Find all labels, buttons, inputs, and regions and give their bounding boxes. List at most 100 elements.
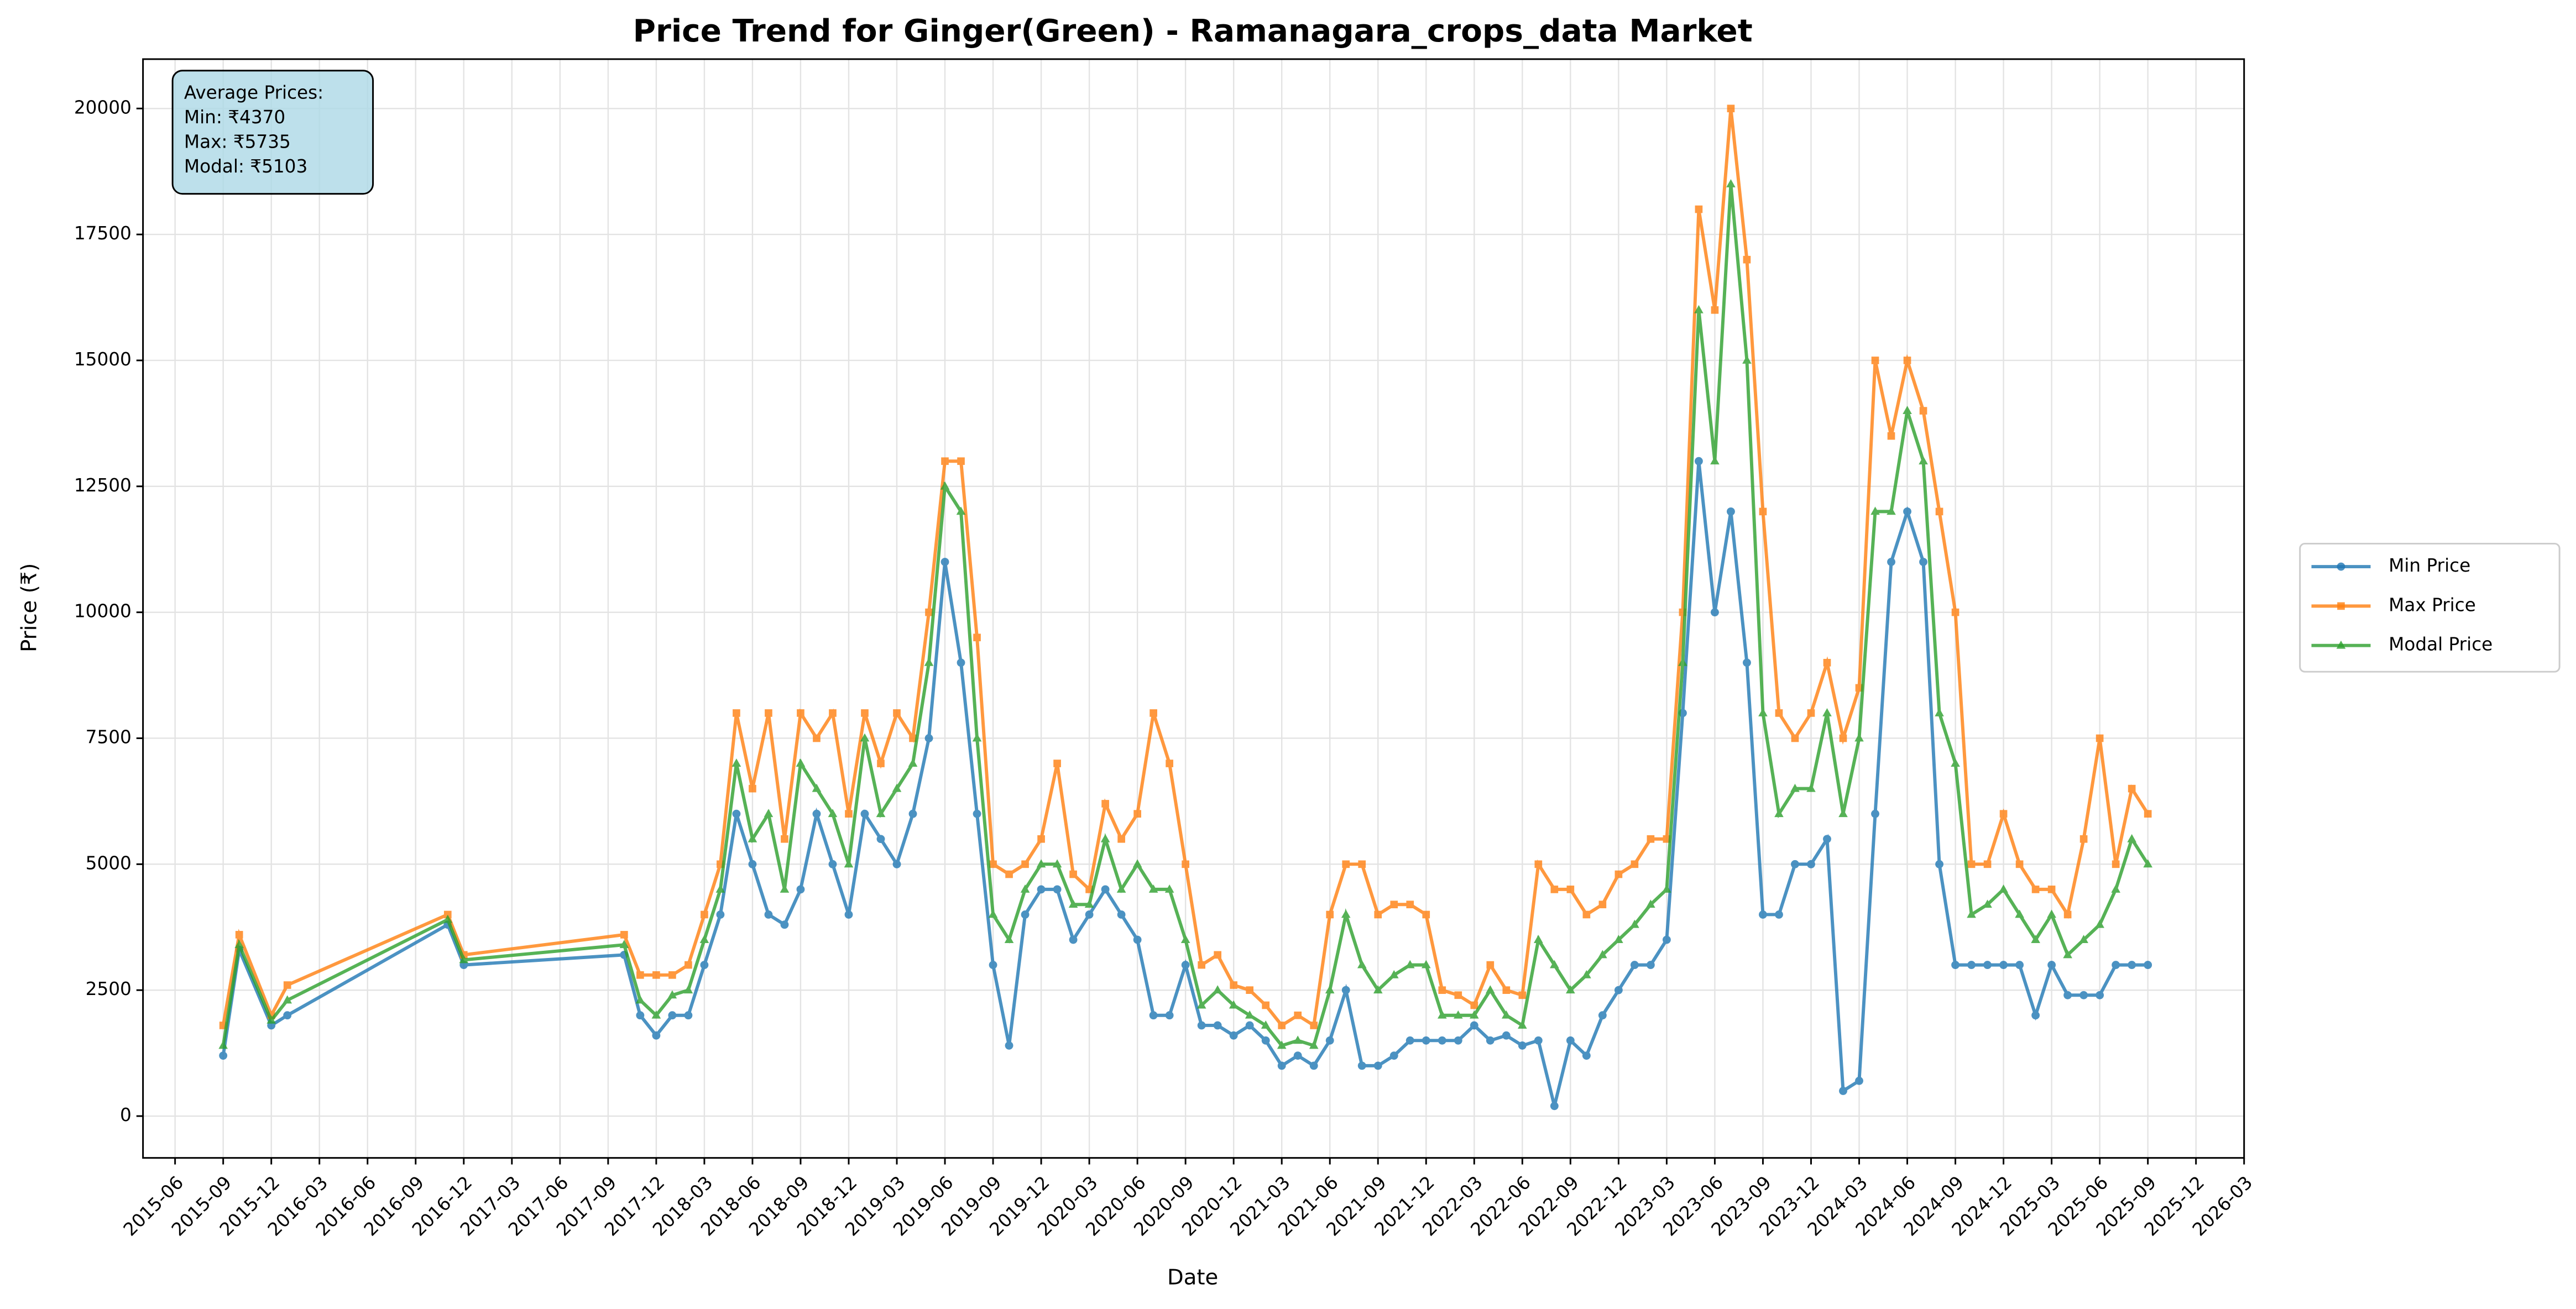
marker — [685, 961, 692, 969]
series — [218, 179, 2152, 1049]
marker — [731, 758, 741, 767]
marker — [1935, 708, 1944, 716]
marker — [1325, 985, 1335, 994]
marker — [1357, 1061, 1366, 1070]
marker — [1631, 860, 1639, 868]
marker — [940, 558, 949, 566]
marker — [973, 633, 981, 642]
marker — [683, 985, 693, 994]
marker — [1053, 885, 1062, 894]
marker — [1726, 179, 1736, 187]
marker — [1839, 1087, 1847, 1095]
marker — [1534, 935, 1543, 943]
y-tick-label: 15000 — [74, 349, 132, 370]
marker — [2047, 909, 2056, 918]
marker — [1711, 608, 1719, 617]
marker — [908, 758, 918, 767]
marker — [1100, 834, 1110, 842]
marker — [1148, 884, 1158, 893]
y-tick-label: 0 — [120, 1104, 132, 1125]
marker — [1983, 961, 1992, 970]
marker — [909, 734, 917, 742]
stats-box — [171, 70, 374, 195]
marker — [1037, 835, 1045, 843]
marker — [1518, 1041, 1527, 1050]
marker — [1068, 899, 1078, 908]
marker — [1390, 900, 1398, 909]
marker — [1325, 1036, 1334, 1045]
marker — [1182, 860, 1189, 868]
marker — [619, 940, 629, 949]
marker — [2143, 859, 2152, 868]
marker — [989, 961, 997, 970]
marker — [1438, 1036, 1446, 1045]
marker — [1774, 809, 1784, 818]
chart-title: Price Trend for Ginger(Green) - Ramanaga… — [633, 13, 1753, 49]
marker — [1213, 1021, 1222, 1030]
marker — [1454, 991, 1462, 999]
marker — [1470, 1021, 1478, 1030]
marker — [1935, 507, 1943, 516]
marker — [1005, 870, 1013, 878]
marker — [1406, 900, 1414, 909]
marker — [973, 809, 981, 818]
marker — [1566, 985, 1575, 994]
marker — [1534, 860, 1543, 868]
marker — [1197, 1021, 1206, 1030]
marker — [1967, 860, 1976, 868]
marker — [988, 909, 998, 918]
marker — [636, 1011, 645, 1020]
marker — [1919, 558, 1927, 566]
marker — [1759, 910, 1767, 919]
marker — [1582, 970, 1591, 978]
marker — [2128, 784, 2136, 793]
marker — [1037, 885, 1046, 894]
marker — [893, 709, 901, 717]
marker — [1759, 507, 1767, 516]
marker — [1727, 104, 1735, 113]
marker — [796, 758, 806, 767]
marker — [1309, 1040, 1319, 1049]
marker — [1149, 709, 1157, 717]
marker — [700, 961, 709, 970]
marker — [1791, 860, 1799, 868]
marker — [1870, 506, 1880, 515]
marker — [1822, 708, 1832, 716]
marker — [1101, 885, 1110, 894]
stats-text: Modal: ₹5103 — [184, 156, 307, 177]
marker — [1373, 1061, 1382, 1070]
marker — [1198, 961, 1205, 969]
legend-label: Min Price — [2389, 555, 2470, 576]
marker — [1229, 1000, 1239, 1009]
marker — [2111, 884, 2120, 893]
marker — [1422, 1036, 1430, 1045]
marker — [1293, 1035, 1303, 1044]
marker — [1502, 1010, 1511, 1019]
legend-label: Modal Price — [2389, 634, 2493, 655]
marker — [1230, 981, 1238, 989]
y-tick-label: 12500 — [74, 475, 132, 496]
marker — [1453, 1010, 1463, 1019]
marker — [218, 1040, 228, 1049]
marker — [1518, 991, 1527, 999]
marker — [1646, 899, 1655, 908]
marker — [1999, 810, 2008, 818]
marker — [1389, 970, 1399, 978]
marker — [940, 481, 950, 490]
marker — [813, 734, 821, 742]
marker — [1180, 935, 1190, 943]
marker — [1213, 985, 1222, 994]
plot-area — [218, 104, 2152, 1111]
marker — [1084, 899, 1094, 908]
marker — [1967, 961, 1976, 970]
marker — [1132, 859, 1142, 868]
marker — [1373, 985, 1383, 994]
marker — [1999, 884, 2008, 893]
marker — [2144, 961, 2152, 970]
marker — [1374, 910, 1382, 919]
marker — [715, 884, 725, 893]
marker — [1454, 1036, 1462, 1045]
marker — [267, 1015, 276, 1024]
marker — [1967, 909, 1976, 918]
marker — [925, 608, 933, 616]
